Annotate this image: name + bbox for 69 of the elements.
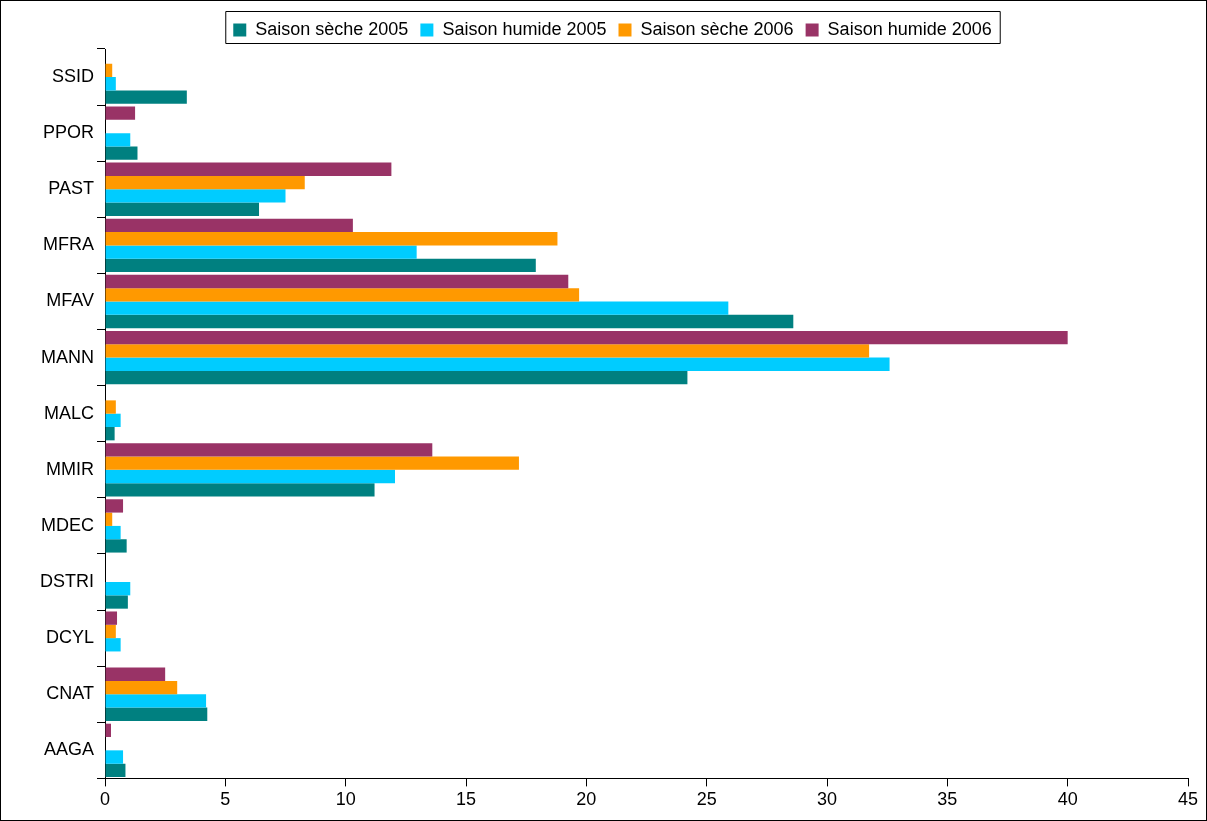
y-tick-label: DSTRI <box>40 570 94 591</box>
y-tick-label: AAGA <box>43 739 94 760</box>
bar <box>105 680 178 695</box>
legend-label: Saison sèche 2006 <box>640 18 794 39</box>
bar <box>105 638 121 652</box>
x-tick-label: 35 <box>937 789 958 810</box>
bar <box>105 763 126 777</box>
bar <box>105 624 116 639</box>
bar <box>105 162 392 176</box>
bar <box>105 245 417 259</box>
x-tick-label: 10 <box>335 789 356 810</box>
bar <box>105 274 569 289</box>
bar <box>105 77 116 91</box>
y-tick-label: MFRA <box>43 234 94 255</box>
bar <box>105 667 166 681</box>
bar <box>105 288 580 302</box>
x-tick-label: 20 <box>576 789 597 810</box>
bar <box>105 413 121 428</box>
bar <box>105 133 131 147</box>
x-tick-label: 30 <box>816 789 838 810</box>
bar <box>105 525 121 540</box>
y-tick-label: PAST <box>48 178 94 199</box>
y-tick-label: MMIR <box>46 458 94 479</box>
y-tick-label: MDEC <box>41 514 94 535</box>
bar <box>105 483 375 497</box>
bar <box>105 175 305 190</box>
bar <box>105 750 124 764</box>
x-tick-label: 25 <box>696 789 717 810</box>
bar <box>105 707 208 721</box>
x-tick-label: 5 <box>220 789 231 810</box>
bar <box>105 443 433 457</box>
bar <box>105 499 124 513</box>
bar <box>105 90 187 104</box>
bar <box>105 370 688 385</box>
bar <box>105 357 890 371</box>
bar <box>105 400 116 414</box>
bar <box>105 232 558 246</box>
bar <box>105 314 794 329</box>
legend-label: Saison humide 2006 <box>827 18 992 39</box>
bar <box>105 258 536 273</box>
x-tick-label: 45 <box>1177 789 1199 810</box>
bar <box>105 218 353 233</box>
bar <box>105 539 127 553</box>
bar <box>105 694 207 708</box>
bar <box>105 344 870 358</box>
legend-label: Saison humide 2005 <box>442 18 607 39</box>
bar <box>105 595 128 609</box>
x-tick-label: 0 <box>99 789 111 810</box>
bar <box>105 301 729 315</box>
y-tick-label: SSID <box>51 66 94 87</box>
bar <box>105 330 1068 345</box>
bar <box>105 427 115 441</box>
y-tick-label: DCYL <box>45 627 94 648</box>
bar <box>105 106 136 120</box>
y-tick-label: MFAV <box>46 290 94 311</box>
y-tick-label: PPOR <box>42 122 94 143</box>
legend-label: Saison sèche 2005 <box>255 18 409 39</box>
bar <box>105 611 118 625</box>
x-tick-label: 40 <box>1057 789 1078 810</box>
bar <box>105 202 260 216</box>
x-tick-label: 15 <box>455 789 477 810</box>
bar <box>105 146 138 160</box>
y-tick-label: MALC <box>43 402 94 423</box>
y-tick-label: CNAT <box>46 683 94 704</box>
bar <box>105 189 286 203</box>
y-tick-label: MANN <box>41 346 94 367</box>
bar <box>105 582 131 596</box>
bar <box>105 456 519 470</box>
bar <box>105 469 395 484</box>
